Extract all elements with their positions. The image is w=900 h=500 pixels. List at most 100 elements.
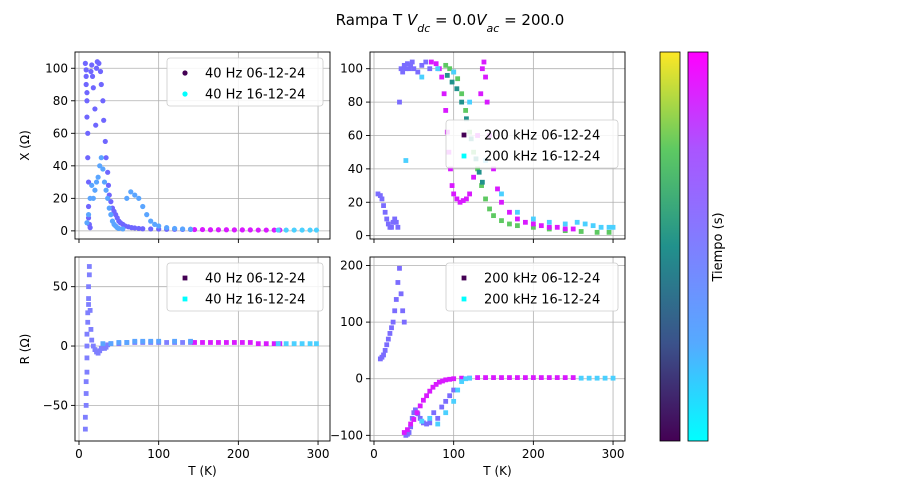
data-point: [389, 224, 394, 230]
y-axis-label: R (Ω): [18, 334, 32, 365]
data-point: [522, 219, 528, 225]
data-point: [409, 59, 415, 65]
data-point: [87, 308, 93, 313]
data-point: [443, 108, 449, 113]
data-point: [463, 376, 469, 382]
legend-label: 200 kHz 06-12-24: [484, 272, 600, 287]
data-point: [92, 106, 98, 112]
title-math-part: = 200.0: [499, 11, 564, 29]
y-tick-label: −50: [43, 398, 68, 412]
data-point: [263, 227, 269, 233]
data-point: [400, 69, 406, 75]
data-point: [223, 227, 230, 233]
data-point: [401, 62, 407, 68]
data-point: [546, 375, 552, 380]
data-point: [83, 402, 89, 408]
data-point: [460, 198, 466, 203]
data-point: [586, 375, 592, 381]
data-point: [395, 280, 401, 285]
y-tick-label: 40: [348, 162, 363, 176]
data-point: [515, 223, 520, 229]
data-point: [427, 66, 433, 72]
data-point: [479, 66, 485, 72]
data-point: [84, 220, 90, 226]
legend: 40 Hz 06-12-24 40 Hz 16-12-24: [166, 262, 324, 312]
data-point: [92, 187, 98, 193]
data-point: [98, 81, 104, 88]
data-point: [431, 410, 437, 416]
title-math-part: ac: [487, 22, 500, 35]
data-point: [459, 99, 465, 105]
data-point: [417, 403, 423, 409]
data-point: [562, 221, 568, 227]
data-point: [187, 226, 194, 232]
data-point: [459, 91, 465, 97]
title-prefix: Rampa T: [336, 11, 407, 29]
data-point: [392, 216, 398, 222]
data-point: [455, 387, 461, 393]
data-point: [443, 377, 449, 383]
data-point: [464, 196, 469, 202]
data-point: [385, 221, 391, 227]
data-point: [484, 99, 490, 105]
data-point: [247, 340, 253, 345]
data-point: [433, 61, 439, 67]
data-point: [554, 224, 560, 230]
data-point: [101, 117, 107, 123]
colorbars: Tiempo (s): [659, 51, 726, 442]
legend-label: 40 Hz 06-12-24: [205, 67, 305, 82]
y-tick-label: 0: [355, 372, 363, 386]
data-point: [116, 340, 122, 345]
data-point: [84, 355, 90, 361]
data-point: [423, 59, 429, 65]
data-points: [377, 265, 616, 438]
title-math-part: V: [476, 11, 488, 29]
data-point: [101, 179, 108, 185]
data-point: [382, 348, 388, 353]
data-point: [479, 179, 485, 185]
data-point: [439, 74, 445, 80]
data-point: [475, 166, 480, 172]
data-point: [398, 291, 404, 297]
data-points: [82, 264, 319, 432]
data-point: [84, 90, 90, 96]
data-point: [132, 338, 138, 344]
legend-label: 40 Hz 06-12-24: [205, 272, 305, 287]
data-point: [385, 336, 391, 342]
data-point: [570, 375, 576, 380]
data-point: [440, 378, 445, 384]
data-point: [124, 195, 130, 201]
data-point: [454, 86, 460, 92]
title-math-part: V: [407, 11, 419, 29]
x-axis-label: T (K): [482, 464, 511, 478]
data-point: [83, 73, 89, 79]
data-point: [454, 196, 460, 202]
data-point: [231, 227, 237, 233]
data-point: [408, 424, 414, 430]
data-point: [606, 224, 612, 230]
data-point: [299, 341, 305, 347]
data-point: [299, 227, 305, 233]
data-point: [395, 224, 401, 230]
data-point: [164, 340, 170, 345]
legend-marker: [182, 296, 188, 302]
data-point: [144, 212, 150, 218]
x-tick-label: 0: [370, 447, 378, 461]
data-point: [156, 338, 162, 344]
y-tick-label: 80: [53, 94, 68, 108]
data-point: [481, 59, 487, 65]
x-tick-label: 300: [602, 447, 625, 461]
axes-frame: [369, 256, 626, 442]
data-point: [392, 308, 398, 314]
data-point: [530, 221, 536, 227]
data-point: [414, 410, 420, 416]
data-point: [403, 158, 409, 163]
data-point: [215, 227, 222, 233]
data-point: [413, 407, 418, 413]
data-point: [89, 62, 95, 68]
data-point: [208, 340, 213, 345]
data-point: [574, 219, 580, 225]
data-point: [562, 226, 568, 232]
data-point: [106, 205, 112, 211]
data-point: [491, 166, 496, 172]
